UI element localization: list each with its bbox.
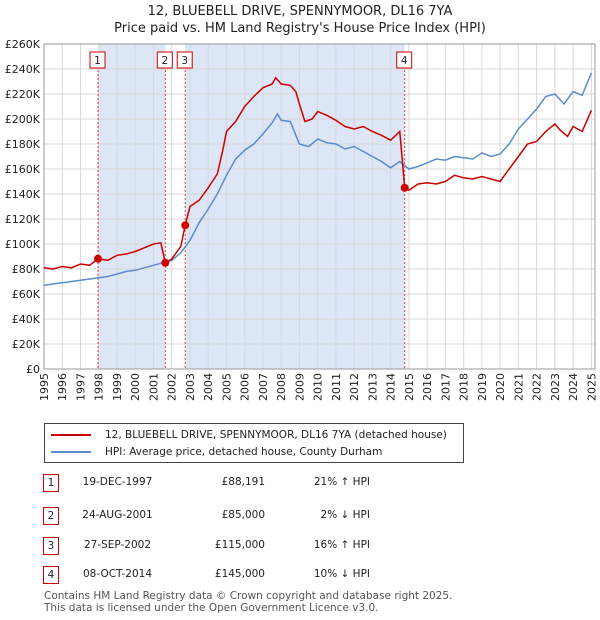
legend-label-property: 12, BLUEBELL DRIVE, SPENNYMOOR, DL16 7YA… xyxy=(105,429,447,441)
shaded-period xyxy=(185,44,405,369)
sale-row: 4 08-OCT-2014 £145,000 10% ↓ HPI xyxy=(0,566,600,586)
legend-item-hpi: HPI: Average price, detached house, Coun… xyxy=(51,444,382,460)
sale-date: 27-SEP-2002 xyxy=(83,539,152,551)
sale-hpi: 16% ↑ HPI xyxy=(313,539,370,551)
x-tick-label: 1996 xyxy=(56,373,69,401)
sale-marker-label: 4 xyxy=(401,55,408,67)
shaded-period xyxy=(98,44,166,369)
x-tick-label: 2021 xyxy=(512,373,525,401)
y-tick-label: £200K xyxy=(5,113,41,126)
sale-marker-box xyxy=(396,51,413,69)
sale-point xyxy=(400,183,409,192)
sale-badge: 4 xyxy=(43,566,59,584)
y-tick-label: £180K xyxy=(5,138,41,151)
sale-date: 24-AUG-2001 xyxy=(82,509,153,521)
x-tick-label: 1995 xyxy=(38,373,51,401)
y-tick-label: £120K xyxy=(5,213,41,226)
y-tick-label: £240K xyxy=(5,63,41,76)
y-tick-label: £60K xyxy=(12,288,41,301)
hpi-line xyxy=(43,72,593,287)
footer-licence: This data is licensed under the Open Gov… xyxy=(44,602,379,614)
x-tick-label: 2008 xyxy=(275,373,288,401)
y-tick-label: £160K xyxy=(5,163,41,176)
sale-price: £115,000 xyxy=(214,539,265,551)
y-tick-label: £140K xyxy=(5,188,41,201)
x-tick-label: 2022 xyxy=(531,373,544,401)
y-tick-label: £220K xyxy=(5,88,41,101)
legend: 12, BLUEBELL DRIVE, SPENNYMOOR, DL16 7YA… xyxy=(44,423,464,463)
x-tick-label: 2007 xyxy=(257,373,270,401)
plot-frame xyxy=(43,43,596,370)
x-tick-label: 2015 xyxy=(403,373,416,401)
sale-row: 2 24-AUG-2001 £85,000 2% ↓ HPI xyxy=(0,507,600,527)
x-tick-label: 2005 xyxy=(220,373,233,401)
sale-hpi: 21% ↑ HPI xyxy=(313,476,370,488)
sale-price: £85,000 xyxy=(221,509,265,521)
sale-point xyxy=(181,221,190,230)
legend-label-hpi: HPI: Average price, detached house, Coun… xyxy=(105,446,383,458)
x-tick-label: 2020 xyxy=(494,373,507,401)
y-tick-label: £40K xyxy=(12,313,41,326)
sale-price: £145,000 xyxy=(214,568,265,580)
footer: Contains HM Land Registry data © Crown c… xyxy=(44,590,452,614)
x-tick-label: 2002 xyxy=(166,373,179,401)
chart-title: 12, BLUEBELL DRIVE, SPENNYMOOR, DL16 7YA xyxy=(147,4,453,19)
y-tick-label: £0 xyxy=(26,363,40,376)
sale-marker-label: 3 xyxy=(181,55,188,67)
sale-row: 3 27-SEP-2002 £115,000 16% ↑ HPI xyxy=(0,537,600,557)
sale-row: 1 19-DEC-1997 £88,191 21% ↑ HPI xyxy=(0,474,600,494)
x-tick-label: 2024 xyxy=(567,373,580,401)
x-tick-label: 2019 xyxy=(476,373,489,401)
sale-point xyxy=(94,254,103,263)
x-tick-label: 2001 xyxy=(147,373,160,401)
x-tick-label: 2016 xyxy=(421,373,434,401)
x-tick-label: 2013 xyxy=(366,373,379,401)
x-tick-label: 2025 xyxy=(585,373,598,401)
sale-badge: 2 xyxy=(43,507,59,525)
x-tick-label: 2009 xyxy=(293,373,306,401)
x-tick-label: 2018 xyxy=(458,373,471,401)
y-tick-label: £80K xyxy=(12,263,41,276)
property-price-line xyxy=(43,76,593,270)
footer-copyright: Contains HM Land Registry data © Crown c… xyxy=(44,590,453,602)
x-tick-label: 2000 xyxy=(129,373,142,401)
x-tick-label: 2011 xyxy=(330,373,343,401)
x-tick-label: 2017 xyxy=(439,373,452,401)
x-tick-label: 2012 xyxy=(348,373,361,401)
sale-point xyxy=(161,258,170,267)
x-tick-label: 1999 xyxy=(111,373,124,401)
legend-item-property: 12, BLUEBELL DRIVE, SPENNYMOOR, DL16 7YA… xyxy=(51,427,447,443)
sale-badge: 1 xyxy=(43,474,59,492)
sale-badge: 3 xyxy=(43,537,59,555)
sale-hpi: 2% ↓ HPI xyxy=(320,509,370,521)
sale-marker-box xyxy=(156,51,173,69)
x-tick-label: 2004 xyxy=(202,373,215,401)
x-tick-label: 2014 xyxy=(385,373,398,401)
x-tick-label: 1997 xyxy=(74,373,87,401)
x-tick-label: 2010 xyxy=(312,373,325,401)
sale-price: £88,191 xyxy=(221,476,265,488)
y-tick-label: £20K xyxy=(12,338,41,351)
sale-marker-label: 2 xyxy=(161,55,168,67)
y-tick-label: £100K xyxy=(5,238,41,251)
sale-marker-box xyxy=(89,51,106,69)
sale-date: 19-DEC-1997 xyxy=(82,476,153,488)
sale-hpi: 10% ↓ HPI xyxy=(313,568,370,580)
x-tick-label: 2006 xyxy=(239,373,252,401)
chart-subtitle: Price paid vs. HM Land Registry's House … xyxy=(114,21,486,36)
x-tick-label: 2023 xyxy=(549,373,562,401)
y-tick-label: £260K xyxy=(5,38,41,51)
sale-marker-box xyxy=(176,51,193,69)
sale-date: 08-OCT-2014 xyxy=(83,568,152,580)
price-chart: £0 £20K £40K £60K £80K £100K £120K £140K £160K £1… xyxy=(5,38,599,401)
x-tick-label: 1998 xyxy=(93,373,106,401)
x-tick-label: 2003 xyxy=(184,373,197,401)
legend-swatch-property xyxy=(51,434,91,436)
sale-marker-label: 1 xyxy=(94,55,101,67)
legend-swatch-hpi xyxy=(51,451,91,453)
